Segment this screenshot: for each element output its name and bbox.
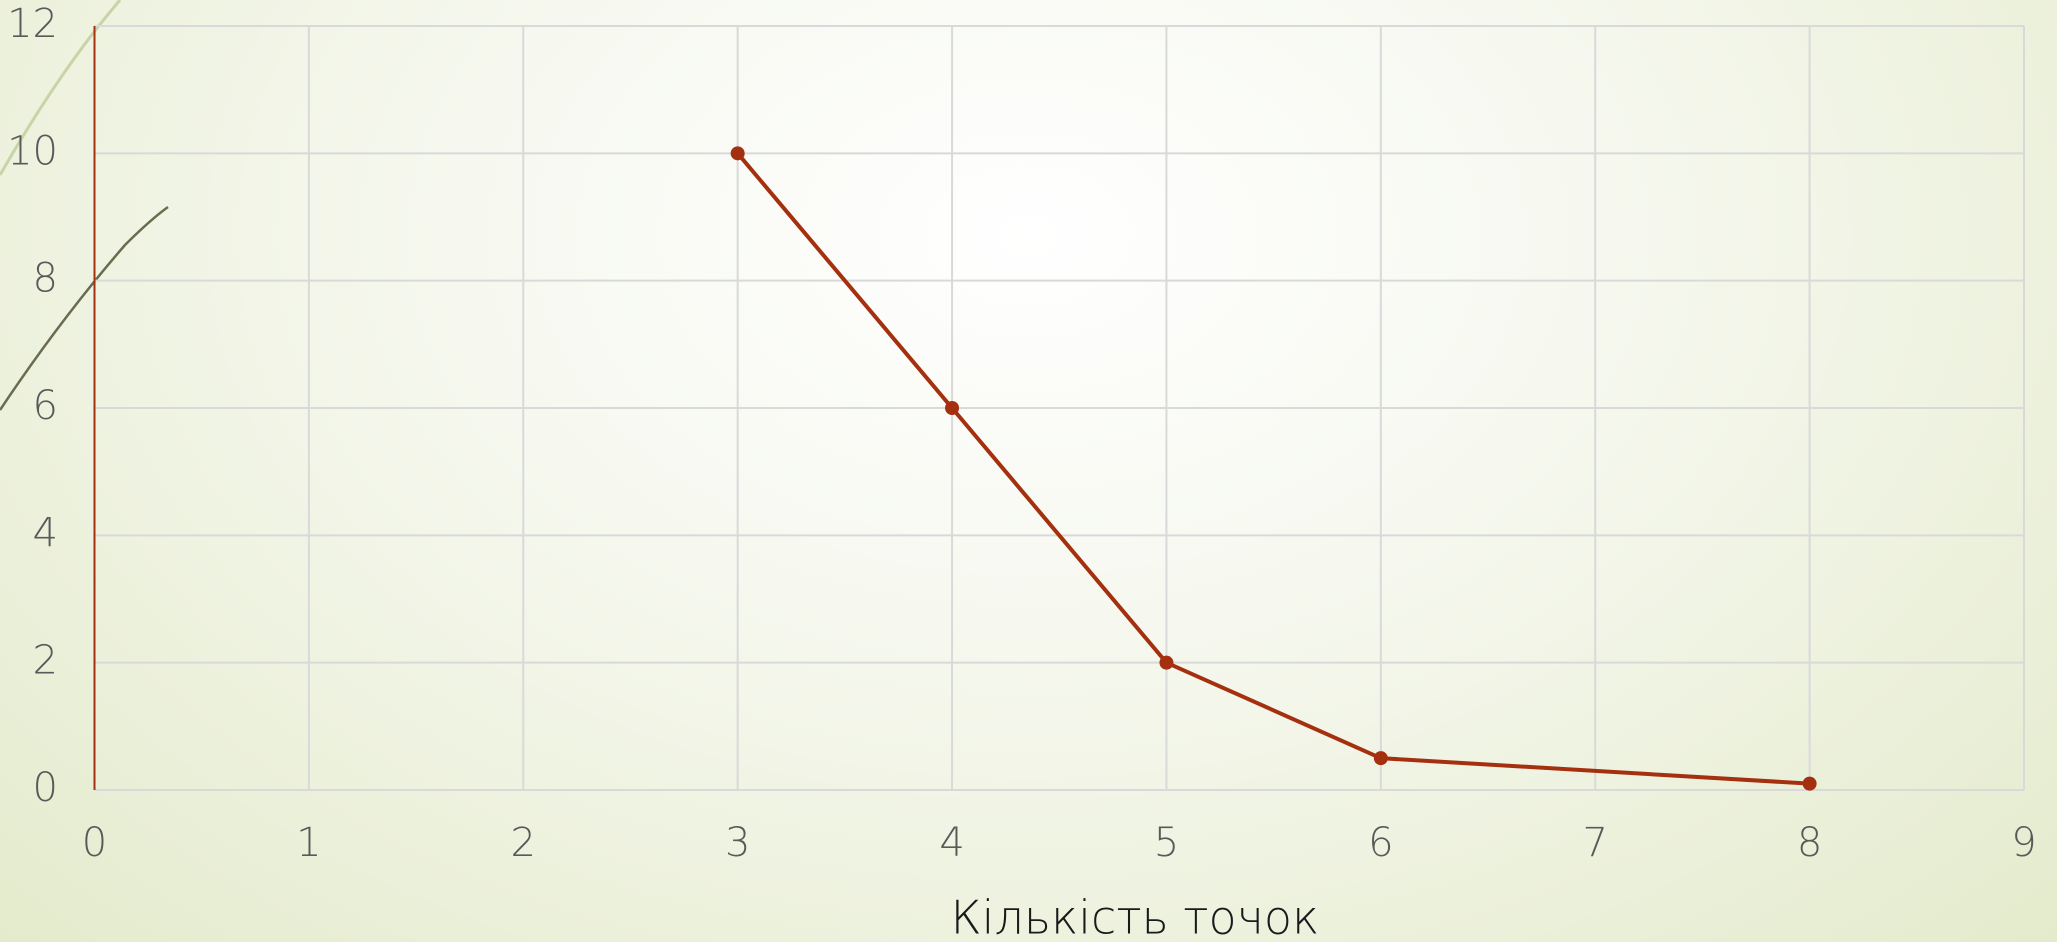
x-tick-label: 8 — [1797, 820, 1822, 866]
x-tick-label: 6 — [1368, 820, 1393, 866]
x-tick-label: 3 — [725, 820, 750, 866]
x-tick-label: 5 — [1154, 820, 1179, 866]
y-tick-label: 4 — [33, 510, 58, 556]
x-axis-title: Кількість точок — [951, 891, 1320, 942]
y-tick-label: 12 — [7, 1, 58, 47]
y-tick-label: 8 — [33, 256, 58, 302]
data-point — [730, 146, 745, 161]
x-tick-label: 0 — [82, 820, 107, 866]
y-tick-label: 2 — [33, 638, 58, 684]
x-tick-label: 7 — [1582, 820, 1607, 866]
data-point — [1373, 751, 1388, 766]
series-line — [736, 152, 1810, 786]
x-tick-label: 1 — [296, 820, 321, 866]
decoration — [0, 0, 122, 176]
y-tick-label: 6 — [33, 383, 58, 429]
data-point — [945, 401, 960, 415]
decoration — [0, 205, 169, 411]
y-tick-label: 0 — [33, 765, 58, 811]
x-tick-label: 9 — [2011, 820, 2036, 866]
x-tick-label: 2 — [511, 820, 536, 866]
x-tick-label: 4 — [939, 820, 964, 866]
data-point — [1159, 655, 1174, 670]
y-tick-label: 10 — [7, 128, 58, 174]
data-point — [1802, 776, 1817, 791]
